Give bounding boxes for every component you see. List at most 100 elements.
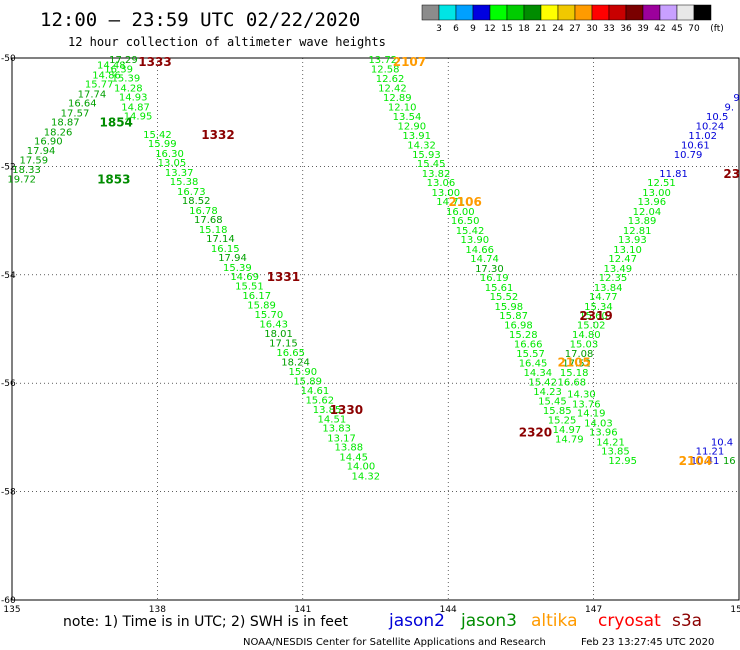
jason3-swh-value: 16.19 [480, 273, 509, 284]
jason3-swh-value: 14.93 [119, 93, 148, 104]
jason3-swh-value: 13.00 [431, 188, 460, 199]
x-tick-label: 147 [585, 605, 602, 615]
jason3-swh-value: 16.98 [504, 321, 533, 332]
jason3-swh-value: 15.52 [490, 292, 519, 303]
jason2-swh-value: 9 [733, 93, 739, 104]
jason3-swh-value: 16.00 [446, 207, 475, 218]
colorbar-tick-label: 70 [688, 24, 700, 34]
jason3-swh-value: 13.17 [327, 433, 356, 444]
colorbar-tick-label: 27 [569, 24, 580, 34]
colorbar-swatch [438, 4, 457, 21]
colorbar-tick-label: 9 [470, 24, 476, 34]
colorbar-tick-label: 24 [552, 24, 564, 34]
jason2-swh-value: 11.81 [659, 169, 688, 180]
colorbar-tick-label: 45 [671, 24, 682, 34]
jason3-swh-value: 14.19 [577, 409, 606, 420]
colorbar-tick-label: 30 [586, 24, 598, 34]
jason3-swh-value: 13.90 [461, 235, 490, 246]
jason3-swh-value: 12.04 [633, 207, 662, 218]
orbit-number-label: 1332 [201, 128, 234, 142]
x-tick-label: 141 [294, 605, 311, 615]
jason3-swh-value: 18.87 [51, 117, 80, 128]
jason3-swh-value: 14.71 [436, 197, 465, 208]
y-tick-label: -52 [1, 162, 16, 172]
jason3-swh-value: 12.89 [383, 93, 412, 104]
jason3-swh-value: 13.85 [313, 405, 342, 416]
jason3-swh-value: 14.69 [230, 272, 259, 283]
orbit-number-label: 1330 [330, 403, 363, 417]
jason3-swh-value: 16.90 [34, 136, 63, 147]
jason3-swh-value: 12.47 [608, 254, 637, 265]
chart-subtitle: 12 hour collection of altimeter wave hei… [68, 35, 386, 49]
jason3-swh-value: 16.64 [68, 99, 97, 110]
jason3-swh-value: 14.23 [533, 387, 562, 398]
orbit-number-label: 2320 [519, 426, 552, 440]
jason3-swh-value: 13.93 [618, 235, 647, 246]
jason3-swh-value: 14.32 [351, 471, 380, 482]
jason3-swh-value: 15.85 [543, 406, 572, 417]
note-text: note: 1) Time is in UTC; 2) SWH is in fe… [63, 614, 349, 630]
jason3-swh-value: 13.88 [335, 443, 364, 454]
jason3-swh-value: 15.42 [528, 378, 557, 389]
jason3-swh-value: 16.65 [276, 348, 305, 359]
jason3-swh-value: 15.18 [560, 368, 589, 379]
legend-entry-altika: altika [531, 611, 578, 631]
jason3-swh-value: 18.24 [281, 358, 310, 369]
jason3-swh-value: 18.26 [44, 127, 73, 138]
jason3-swh-value: 14.87 [121, 102, 150, 113]
jason3-swh-value: 15.87 [499, 311, 528, 322]
legend: jason2 jason3 altika cryosat s3a [388, 611, 702, 631]
jason3-swh-value: 13.96 [637, 197, 666, 208]
jason3-swh-value: 15.39 [112, 74, 141, 85]
jason3-swh-value: 13.96 [589, 428, 618, 439]
colorbar-tick-label: 18 [518, 24, 530, 34]
jason3-swh-value: 15.45 [538, 397, 567, 408]
colorbar-tick-label: 36 [620, 24, 632, 34]
jason3-swh-value: 13.10 [613, 245, 642, 256]
jason3-swh-value: 13.05 [158, 158, 187, 169]
jason3-swh-value: 17.08 [565, 349, 594, 360]
jason3-swh-value: 15.99 [148, 139, 177, 150]
orbit-number-label: 2106 [448, 195, 481, 209]
jason3-swh-value: 14.61 [301, 386, 330, 397]
jason3-swh-value: 16.68 [557, 378, 586, 389]
jason3-swh-value: 16.17 [242, 291, 271, 302]
colorbar-swatch [659, 4, 678, 21]
jason3-swh-value: 15.51 [235, 282, 264, 293]
jason3-swh-value: 14.30 [567, 390, 596, 401]
jason3-swh-value: 16.50 [451, 216, 480, 227]
colorbar-swatch [489, 4, 508, 21]
jason3-swh-value: 14.51 [318, 415, 347, 426]
colorbar-tick-label: 42 [654, 24, 665, 34]
jason2-swh-value: 10.24 [696, 121, 725, 132]
jason2-swh-value: 11.02 [688, 131, 717, 142]
jason3-swh-value: 14.28 [114, 83, 143, 94]
jason3-swh-value: 14.86 [92, 70, 121, 81]
grid [12, 58, 739, 600]
jason3-swh-value: 15.39 [223, 263, 252, 274]
x-tick-label: 138 [149, 605, 166, 615]
jason3-swh-value: 15.45 [417, 159, 446, 170]
colorbar-swatch [557, 4, 576, 21]
orbit-number-label: 2104 [679, 454, 712, 468]
jason2-swh-value: 10.5 [706, 112, 728, 123]
jason3-swh-value: 13.84 [594, 283, 623, 294]
orbit-number-label: 2319 [579, 309, 612, 323]
y-tick-label: -50 [1, 54, 16, 64]
colorbar-tick-label: 33 [603, 24, 614, 34]
jason2-swh-value: 10.79 [674, 150, 703, 161]
jason3-swh-value: 14.74 [470, 254, 499, 265]
colorbar-swatch [676, 4, 695, 21]
jason3-swh-value: 15.77 [85, 80, 114, 91]
orbit-number-label: 23 [723, 167, 740, 181]
colorbar-swatch [506, 4, 525, 21]
jason3-swh-value: 15.42 [456, 226, 485, 237]
legend-entry-jason3: jason3 [460, 611, 517, 631]
jason3-swh-value: 17.94 [27, 146, 56, 157]
jason3-swh-value: 15.38 [170, 177, 199, 188]
jason3-swh-value: 17.74 [78, 89, 107, 100]
jason3-swh-value: 16.15 [211, 244, 240, 255]
jason3-swh-value: 15.34 [584, 302, 613, 313]
chart-title: 12:00 – 23:59 UTC 02/22/2020 [40, 9, 360, 31]
jason3-swh-value: 18.01 [264, 329, 293, 340]
